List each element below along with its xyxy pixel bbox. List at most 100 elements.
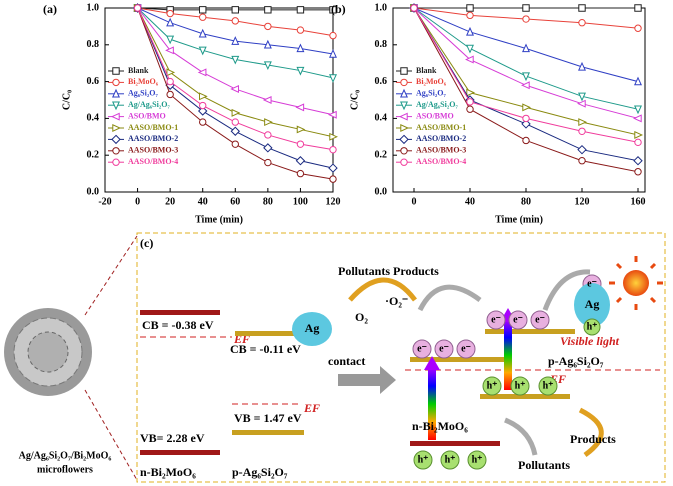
data-point <box>578 127 586 135</box>
data-point <box>197 68 207 77</box>
data-point <box>198 46 207 56</box>
data-point <box>522 4 530 12</box>
light-label: Visible light <box>560 334 620 348</box>
y-tick-label: 0.8 <box>87 39 100 50</box>
data-point <box>520 81 530 90</box>
legend-marker <box>400 158 408 166</box>
hole-label: h⁺ <box>418 454 429 465</box>
data-point <box>578 19 586 27</box>
x-tick-label: 80 <box>263 196 273 207</box>
data-point <box>264 22 272 31</box>
data-point <box>231 140 239 148</box>
x-axis-label: Time (min) <box>495 214 543 225</box>
reaction-label: ·O₂⁻ <box>385 294 408 308</box>
electron <box>486 310 506 330</box>
semiconductor-label: n-Bi₂MoO₆ <box>412 419 468 433</box>
band <box>140 450 220 455</box>
data-point <box>634 76 642 86</box>
y-tick-label: 0.0 <box>87 186 100 197</box>
plot-frame <box>104 7 334 193</box>
data-point <box>634 130 644 139</box>
data-point <box>166 35 175 45</box>
ag-label: Ag <box>585 297 600 311</box>
data-point <box>231 36 240 45</box>
legend-marker <box>400 147 408 155</box>
hole <box>440 450 460 470</box>
data-point <box>578 4 586 12</box>
y-tick-label: 0.6 <box>87 76 100 87</box>
x-tick-label: 40 <box>465 196 475 207</box>
data-point <box>633 156 643 166</box>
y-tick-label: 0.2 <box>375 149 388 160</box>
y-axis-label: C/C₀ <box>61 90 72 110</box>
data-point <box>231 118 239 126</box>
reaction-arrow <box>348 277 417 302</box>
data-point <box>296 43 305 53</box>
data-point <box>231 108 241 117</box>
x-tick-label: 0 <box>135 196 140 207</box>
x-tick-label: 120 <box>575 196 590 207</box>
data-point <box>329 6 337 14</box>
legend-label: Ag/Ag₆Si₂O₇ <box>416 100 458 109</box>
reaction-label: O₂ <box>355 310 368 324</box>
reaction-arrow <box>578 407 604 458</box>
data-point <box>578 118 588 127</box>
legend-label: Ag₆Si₂O₇ <box>416 89 446 98</box>
data-point <box>522 15 530 23</box>
data-point <box>231 17 239 25</box>
caption: Ag/Ag₆Si₂O₇/Bi₂MoO₆ <box>19 450 112 461</box>
y-tick-label: 0.2 <box>87 149 100 160</box>
hole-label: h⁺ <box>543 380 554 391</box>
electron-label: e⁻ <box>513 314 523 325</box>
contact-arrow <box>338 366 396 394</box>
transfer-arrow <box>417 284 482 312</box>
data-point <box>263 61 272 71</box>
hole-label: h⁺ <box>487 380 498 391</box>
reaction-label: Pollutants Products <box>338 264 439 278</box>
data-point <box>296 169 305 178</box>
hole <box>538 376 558 396</box>
semiconductor-label: n-Bi₂MoO₆ <box>140 465 196 479</box>
legend-marker <box>111 134 121 145</box>
ag-particle <box>574 283 610 327</box>
data-point <box>230 126 240 136</box>
legend-label: Bi₂MoO₆ <box>128 77 159 86</box>
data-point <box>166 90 174 99</box>
data-point <box>263 143 273 153</box>
data-point <box>578 61 586 71</box>
data-point <box>410 4 418 12</box>
data-point <box>576 99 586 108</box>
ag-label: Ag <box>305 321 320 335</box>
legend-marker <box>112 101 120 111</box>
data-point <box>329 146 337 154</box>
legend-label: ASO/BMO <box>128 111 166 120</box>
charts: (a) 0.0 0.2 0.4 0.6 0.8 1.0 -20 0 20 40 60 80 100 120 T… <box>43 2 646 225</box>
electron-label: e⁻ <box>587 278 597 289</box>
data-point <box>634 168 642 176</box>
y-tick-label: 0.4 <box>87 113 100 124</box>
data-point <box>199 13 207 21</box>
y-tick-label: 1.0 <box>87 2 100 13</box>
legend-marker <box>399 134 409 145</box>
band <box>480 394 570 399</box>
x-tick-label: 60 <box>230 196 240 207</box>
band <box>235 331 300 336</box>
x-tick-label: 120 <box>326 196 341 207</box>
data-point <box>296 125 306 134</box>
data-point <box>296 6 305 14</box>
data-point <box>263 39 272 49</box>
legend-label: ASO/BMO <box>416 111 454 120</box>
data-point <box>466 88 476 97</box>
hole-label: h⁺ <box>472 454 483 465</box>
hole <box>467 450 487 470</box>
data-point <box>264 118 273 127</box>
panel-label: (b) <box>331 2 346 16</box>
data-point <box>466 98 474 106</box>
legend-label: AASO/BMO-3 <box>128 146 178 155</box>
data-point <box>198 28 207 38</box>
data-point <box>466 26 474 36</box>
legend-label: AASO/BMO-4 <box>128 157 178 166</box>
legend-marker <box>400 88 408 98</box>
data-point <box>295 156 306 166</box>
hole-label: h⁺ <box>515 380 526 391</box>
